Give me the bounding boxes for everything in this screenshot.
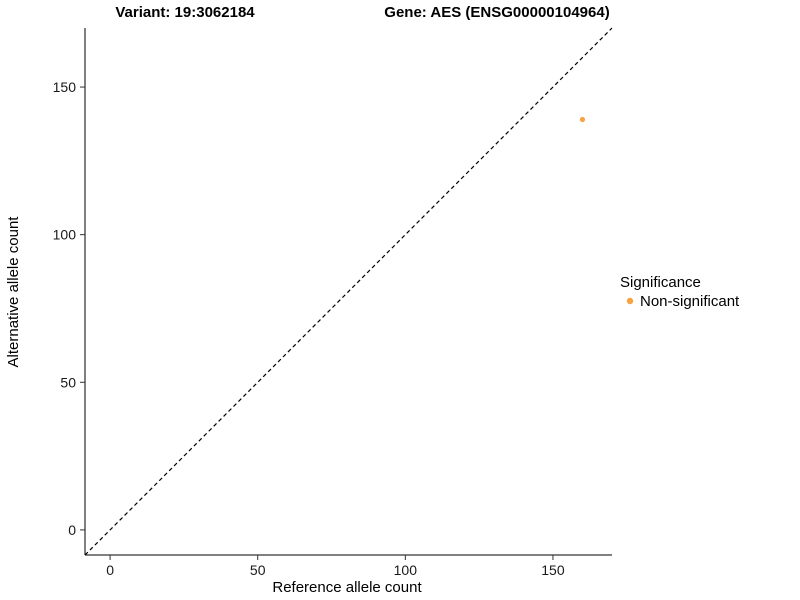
plot-title-variant: Variant: 19:3062184 (115, 4, 255, 21)
x-tick-label: 150 (541, 562, 565, 578)
plot-area: 0 50 100 150 0 50 100 150 (53, 27, 613, 578)
legend: Non-significant (626, 293, 740, 310)
legend-swatch (626, 297, 634, 305)
y-tick-label: 150 (53, 79, 77, 95)
legend-label: Non-significant (640, 293, 740, 310)
y-axis-title: Alternative allele count (5, 216, 22, 368)
identity-line (84, 27, 613, 556)
legend-title: Significance (620, 274, 701, 291)
x-tick-label: 0 (106, 562, 114, 578)
x-axis-title: Reference allele count (272, 579, 422, 596)
y-tick-label: 50 (60, 374, 76, 390)
y-tick-label: 100 (53, 227, 77, 243)
data-point (579, 116, 586, 123)
x-tick-label: 100 (394, 562, 418, 578)
plot-title-gene: Gene: AES (ENSG00000104964) (384, 4, 609, 21)
y-tick-label: 0 (68, 522, 76, 538)
x-tick-label: 50 (250, 562, 266, 578)
